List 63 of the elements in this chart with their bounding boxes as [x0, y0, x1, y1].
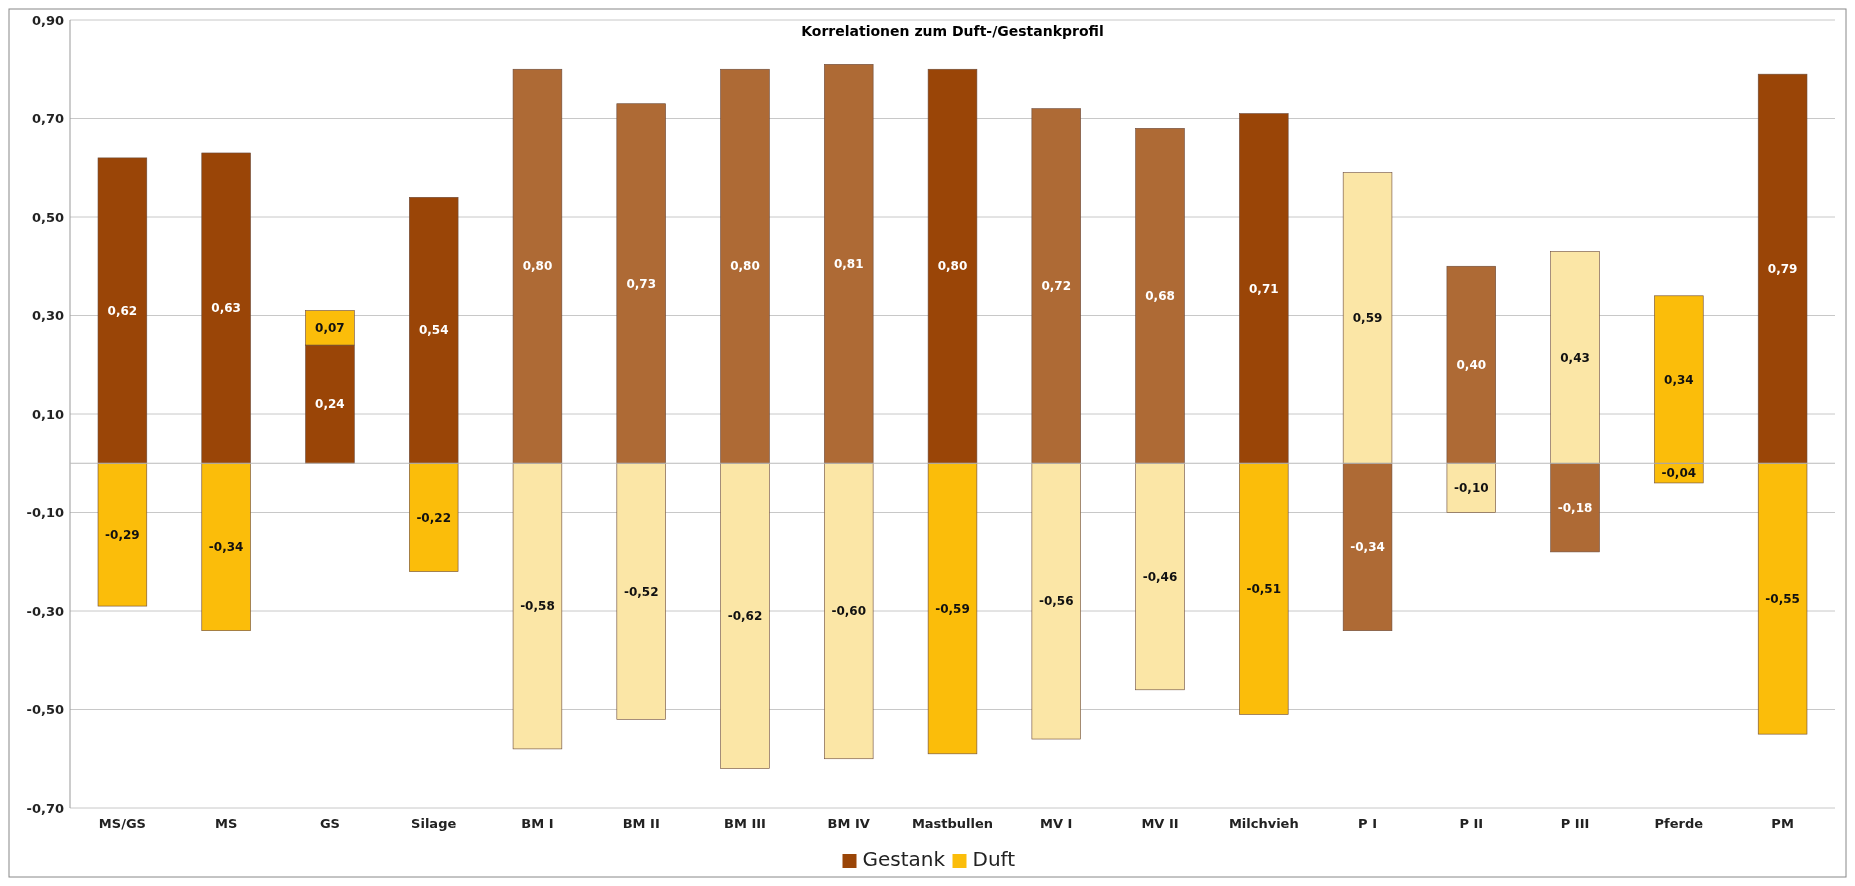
x-tick-label: Silage [411, 816, 457, 831]
x-tick-label: Milchvieh [1228, 816, 1299, 831]
data-label: 0,62 [107, 303, 138, 318]
data-label: 0,80 [937, 259, 968, 274]
x-tick-label: P II [1459, 816, 1484, 831]
data-label: 0,34 [1664, 372, 1694, 387]
data-label: 0,59 [1352, 311, 1383, 326]
data-label: -0,46 [1142, 569, 1178, 584]
data-label: -0,04 [1661, 466, 1697, 481]
y-tick-label: -0,70 [26, 800, 64, 816]
data-label: 0,43 [1560, 350, 1590, 365]
x-tick-label: Pferde [1654, 816, 1704, 831]
x-tick-label: P I [1358, 816, 1377, 831]
data-label: -0,52 [623, 584, 659, 599]
x-tick-label: BM I [521, 816, 554, 831]
data-label: 0,79 [1767, 261, 1798, 276]
data-label: 0,68 [1145, 289, 1175, 303]
x-tick-label: GS [319, 816, 340, 831]
data-label: -0,56 [1038, 594, 1074, 609]
data-label: 0,63 [211, 301, 241, 316]
y-tick-label: 0,70 [31, 111, 64, 127]
data-label: 0,24 [315, 397, 345, 412]
x-tick-label: BM II [622, 816, 660, 831]
data-label: -0,34 [208, 540, 244, 555]
x-tick-label: MS [215, 816, 238, 831]
data-label: -0,18 [1557, 500, 1593, 515]
x-tick-label: MV II [1141, 816, 1179, 831]
chart-title: Korrelationen zum Duft-/Gestankprofil [801, 23, 1104, 39]
y-tick-label: 0,10 [31, 406, 64, 422]
y-tick-label: -0,50 [26, 702, 64, 718]
y-tick-label: -0,30 [26, 603, 64, 619]
legend-label: Gestank [862, 847, 946, 871]
data-label: 0,71 [1248, 281, 1279, 296]
data-label: -0,55 [1765, 591, 1800, 606]
data-label: -0,51 [1246, 582, 1282, 597]
y-tick-label: 0,30 [31, 308, 64, 324]
legend-label: Duft [972, 847, 1016, 871]
data-label: 0,40 [1456, 357, 1487, 372]
x-tick-label: PM [1771, 816, 1794, 831]
x-tick-label: MS/GS [98, 816, 146, 831]
data-label: 0,54 [418, 323, 449, 338]
data-label: 0,80 [522, 259, 553, 274]
data-label: -0,34 [1350, 540, 1385, 555]
data-label: 0,73 [626, 276, 657, 291]
data-label: 0,81 [833, 256, 864, 271]
data-label: -0,10 [1454, 481, 1489, 496]
data-label: -0,62 [727, 609, 763, 624]
y-tick-label: 0,50 [31, 209, 64, 225]
y-tick-label: 0,90 [31, 12, 64, 28]
x-tick-label: BM IV [827, 816, 870, 831]
x-tick-label: MV I [1040, 816, 1073, 831]
data-label: 0,80 [730, 259, 760, 274]
data-label: 0,72 [1041, 279, 1072, 294]
x-tick-label: BM III [724, 816, 766, 831]
data-label: 0,07 [315, 321, 345, 336]
data-label: -0,58 [520, 599, 555, 614]
data-label: -0,29 [105, 527, 140, 542]
y-tick-label: -0,10 [26, 505, 64, 521]
x-tick-label: Mastbullen [911, 816, 994, 831]
x-tick-label: P III [1560, 816, 1590, 831]
data-label: -0,59 [935, 601, 970, 616]
data-label: -0,60 [831, 604, 867, 619]
data-label: -0,22 [416, 510, 451, 525]
